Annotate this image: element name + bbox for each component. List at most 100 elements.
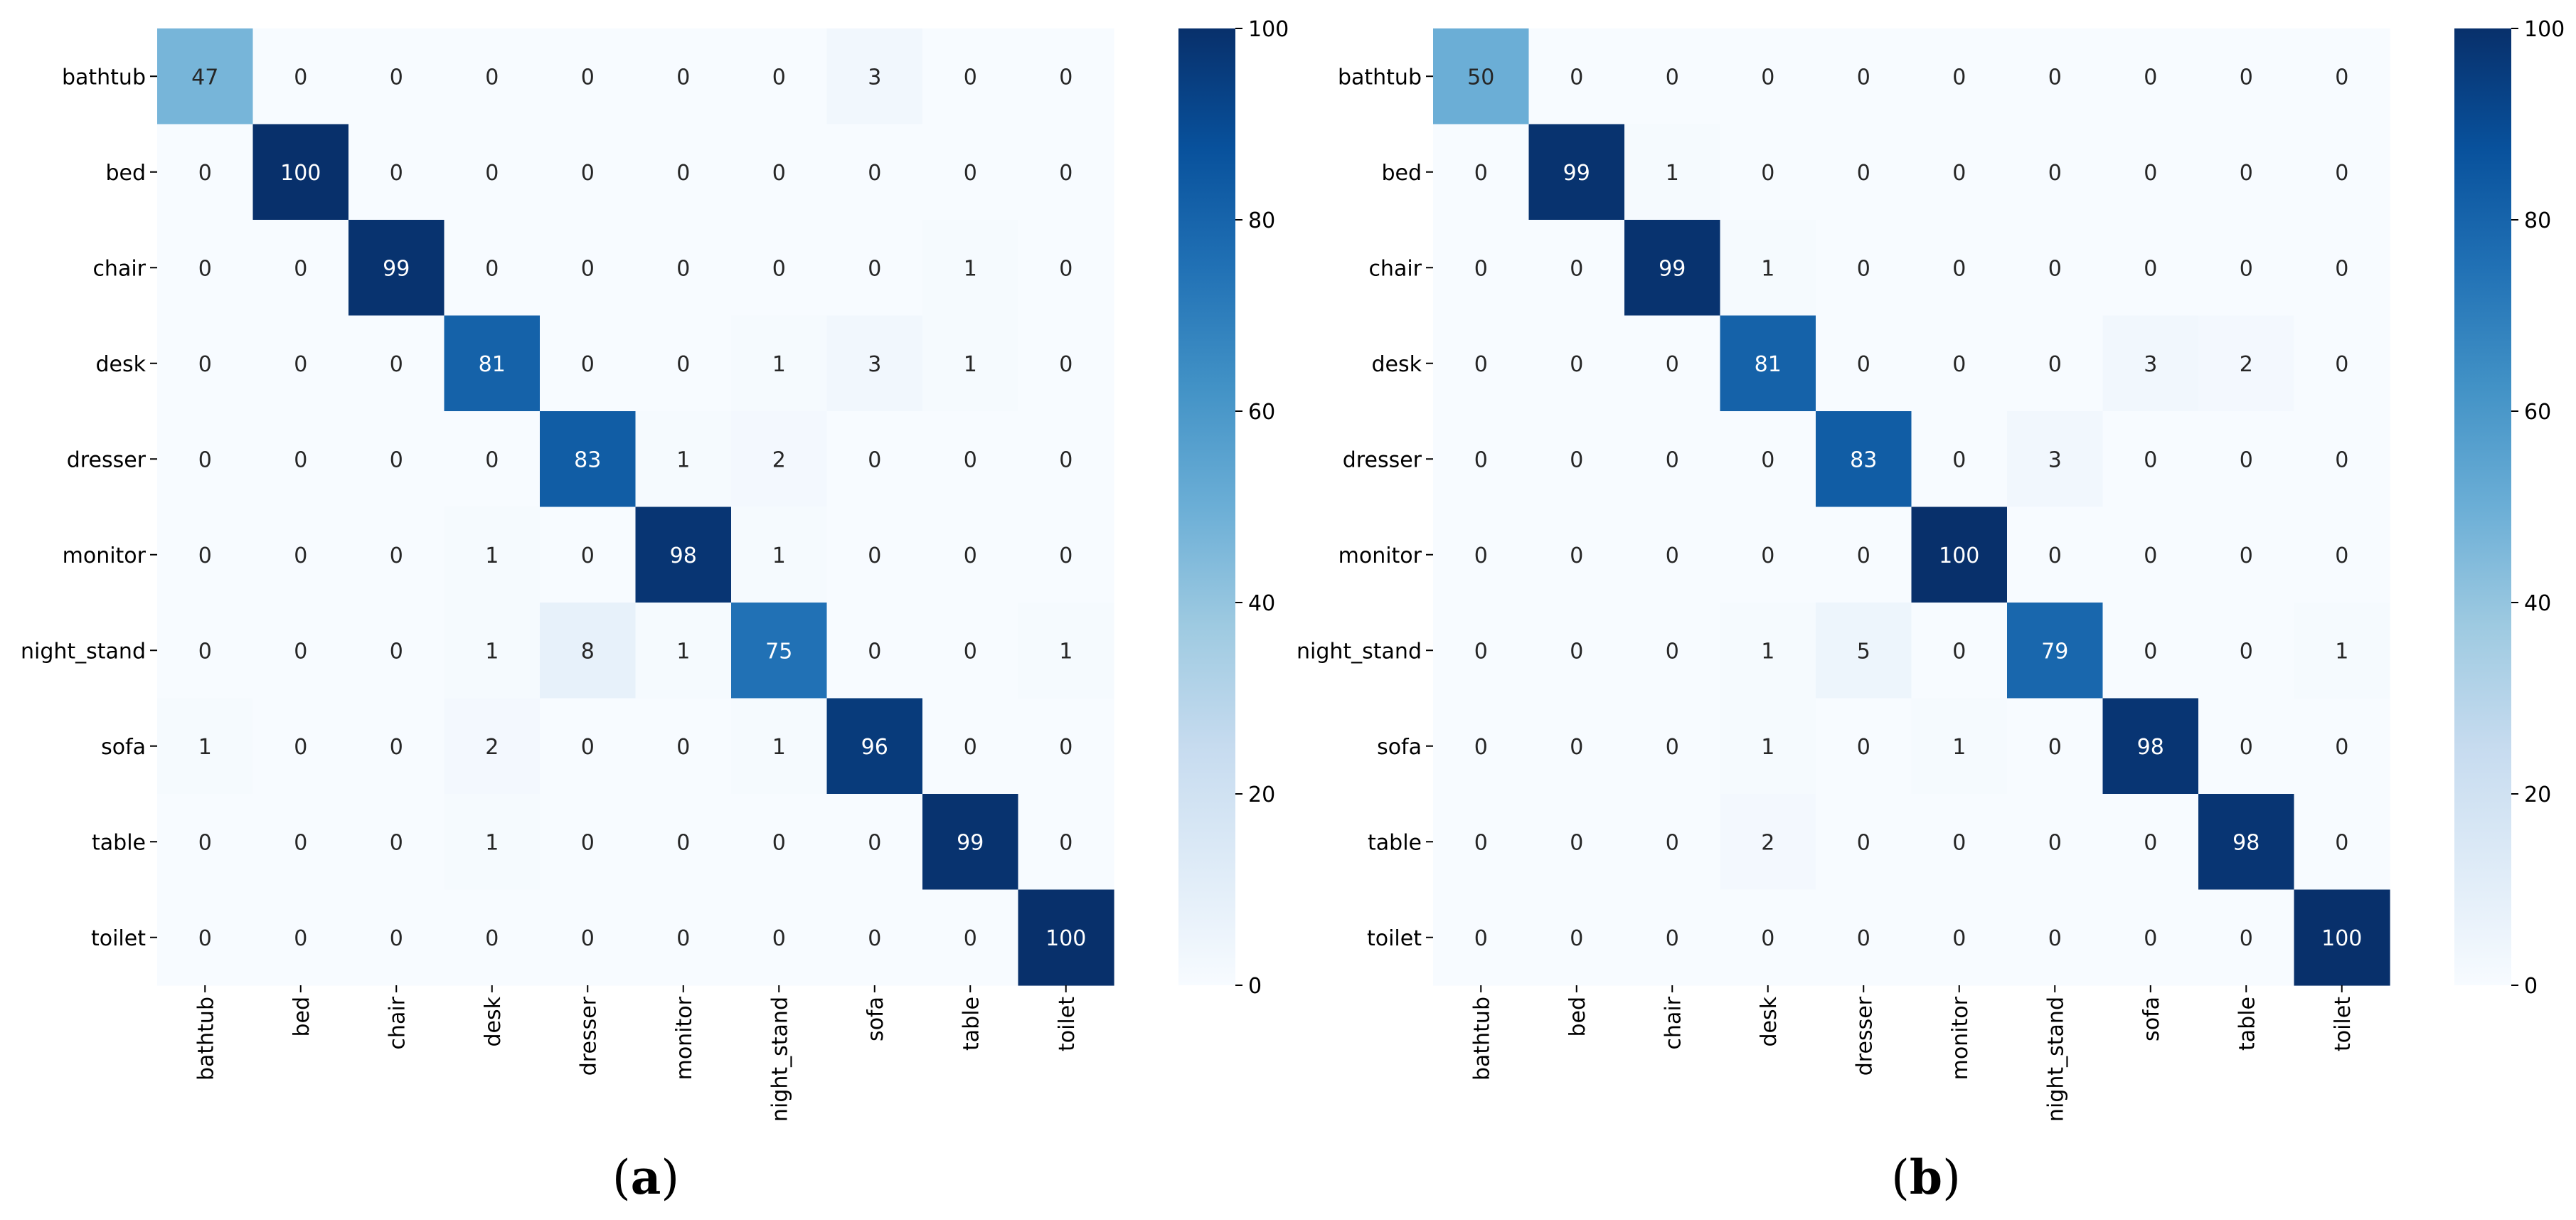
heatmap-cell bbox=[1018, 794, 1114, 891]
cell-value: 0 bbox=[1666, 926, 1679, 951]
cell-value: 0 bbox=[198, 926, 212, 951]
cell-value: 0 bbox=[2144, 256, 2157, 281]
heatmap-cell bbox=[2007, 411, 2104, 508]
heatmap-cell bbox=[922, 603, 1019, 699]
heatmap-cell bbox=[1018, 603, 1114, 699]
heatmap-cell bbox=[1433, 889, 1530, 986]
cell-value: 0 bbox=[2240, 543, 2253, 568]
cell-value: 0 bbox=[2240, 256, 2253, 281]
x-tick-label: sofa bbox=[2139, 997, 2164, 1041]
cell-value: 0 bbox=[1570, 543, 1583, 568]
colorbar-tick-label: 100 bbox=[1248, 17, 1289, 42]
cell-value: 0 bbox=[1666, 447, 1679, 472]
heatmap-cell bbox=[826, 411, 923, 508]
cell-value: 0 bbox=[2048, 543, 2062, 568]
cell-value: 0 bbox=[1952, 256, 1966, 281]
cell-value: 3 bbox=[868, 352, 881, 377]
heatmap-cell bbox=[1433, 411, 1530, 508]
heatmap-cell bbox=[444, 124, 541, 221]
heatmap-cell bbox=[252, 411, 349, 508]
cell-value: 0 bbox=[390, 830, 403, 855]
cell-value: 0 bbox=[1666, 543, 1679, 568]
cell-value: 0 bbox=[1059, 161, 1073, 186]
heatmap-cell bbox=[2294, 794, 2390, 891]
cell-value: 0 bbox=[2335, 65, 2348, 90]
cell-value: 0 bbox=[868, 639, 881, 664]
cell-value: 83 bbox=[1850, 447, 1877, 472]
cell-value: 0 bbox=[1059, 352, 1073, 377]
cell-value: 0 bbox=[772, 65, 786, 90]
panel-label: (a) bbox=[612, 1150, 679, 1205]
cell-value: 1 bbox=[198, 735, 212, 760]
heatmap-cell bbox=[1816, 698, 1912, 795]
heatmap-cell bbox=[1720, 506, 1816, 603]
heatmap-cell bbox=[2294, 889, 2390, 986]
heatmap-cell bbox=[540, 315, 637, 412]
cell-value: 0 bbox=[2048, 352, 2062, 377]
x-tick-label: bed bbox=[289, 997, 314, 1037]
cell-value: 0 bbox=[198, 256, 212, 281]
cell-value: 0 bbox=[1666, 830, 1679, 855]
cell-value: 0 bbox=[1761, 447, 1774, 472]
cell-value: 0 bbox=[1474, 161, 1488, 186]
heatmap-cell bbox=[635, 603, 732, 699]
heatmap-cell bbox=[252, 220, 349, 317]
heatmap-cell bbox=[731, 794, 828, 891]
cell-value: 0 bbox=[2048, 256, 2062, 281]
cell-value: 0 bbox=[390, 161, 403, 186]
heatmap-cell bbox=[1911, 220, 2008, 317]
cell-value: 0 bbox=[2048, 161, 2062, 186]
colorbar-tick-label: 20 bbox=[2524, 783, 2551, 807]
colorbar-tick-label: 40 bbox=[2524, 591, 2551, 616]
heatmap-cell bbox=[1816, 124, 1912, 221]
heatmap-cell bbox=[2198, 794, 2295, 891]
heatmap-cell bbox=[2102, 28, 2199, 125]
heatmap-cell bbox=[348, 411, 445, 508]
cell-value: 3 bbox=[2048, 447, 2062, 472]
cell-value: 0 bbox=[2144, 447, 2157, 472]
heatmap-cell bbox=[2198, 124, 2295, 221]
heatmap-cell bbox=[731, 411, 828, 508]
heatmap-cell bbox=[252, 315, 349, 412]
heatmap-cell bbox=[2198, 889, 2295, 986]
cell-value: 0 bbox=[1857, 735, 1870, 760]
heatmap-cell bbox=[348, 794, 445, 891]
colorbar-tick-label: 0 bbox=[1248, 974, 1262, 999]
cell-value: 1 bbox=[2335, 639, 2348, 664]
cell-value: 0 bbox=[1570, 256, 1583, 281]
heatmap-cell bbox=[2102, 794, 2199, 891]
panel-label-letter: a bbox=[631, 1150, 661, 1205]
cell-value: 0 bbox=[581, 161, 595, 186]
heatmap-cell bbox=[1816, 411, 1912, 508]
cell-value: 0 bbox=[868, 161, 881, 186]
heatmap-cell bbox=[826, 889, 923, 986]
y-tick-label: bathtub bbox=[1338, 65, 1422, 90]
heatmap-cell bbox=[252, 603, 349, 699]
cell-value: 0 bbox=[2240, 926, 2253, 951]
heatmap-cell bbox=[922, 220, 1019, 317]
heatmap-cell bbox=[540, 889, 637, 986]
cell-value: 0 bbox=[1059, 65, 1073, 90]
heatmap-cell bbox=[2198, 28, 2295, 125]
cell-value: 1 bbox=[772, 543, 786, 568]
heatmap-cell bbox=[731, 315, 828, 412]
cell-value: 81 bbox=[479, 352, 506, 377]
heatmap-cell bbox=[1624, 411, 1721, 508]
heatmap-cell bbox=[1528, 603, 1625, 699]
heatmap-cell bbox=[1720, 28, 1816, 125]
heatmap-cell bbox=[826, 220, 923, 317]
heatmap-cell bbox=[540, 794, 637, 891]
heatmap-cell bbox=[1018, 124, 1114, 221]
colorbar bbox=[2454, 28, 2511, 985]
cell-value: 98 bbox=[2137, 735, 2164, 760]
cell-value: 0 bbox=[1857, 352, 1870, 377]
heatmap-cell bbox=[2294, 603, 2390, 699]
cell-value: 0 bbox=[2335, 447, 2348, 472]
heatmap-cell bbox=[826, 315, 923, 412]
cell-value: 0 bbox=[676, 735, 690, 760]
cell-value: 0 bbox=[868, 830, 881, 855]
heatmap-cell bbox=[444, 220, 541, 317]
colorbar-tick-label: 40 bbox=[1248, 591, 1275, 616]
heatmap-cell bbox=[1720, 794, 1816, 891]
